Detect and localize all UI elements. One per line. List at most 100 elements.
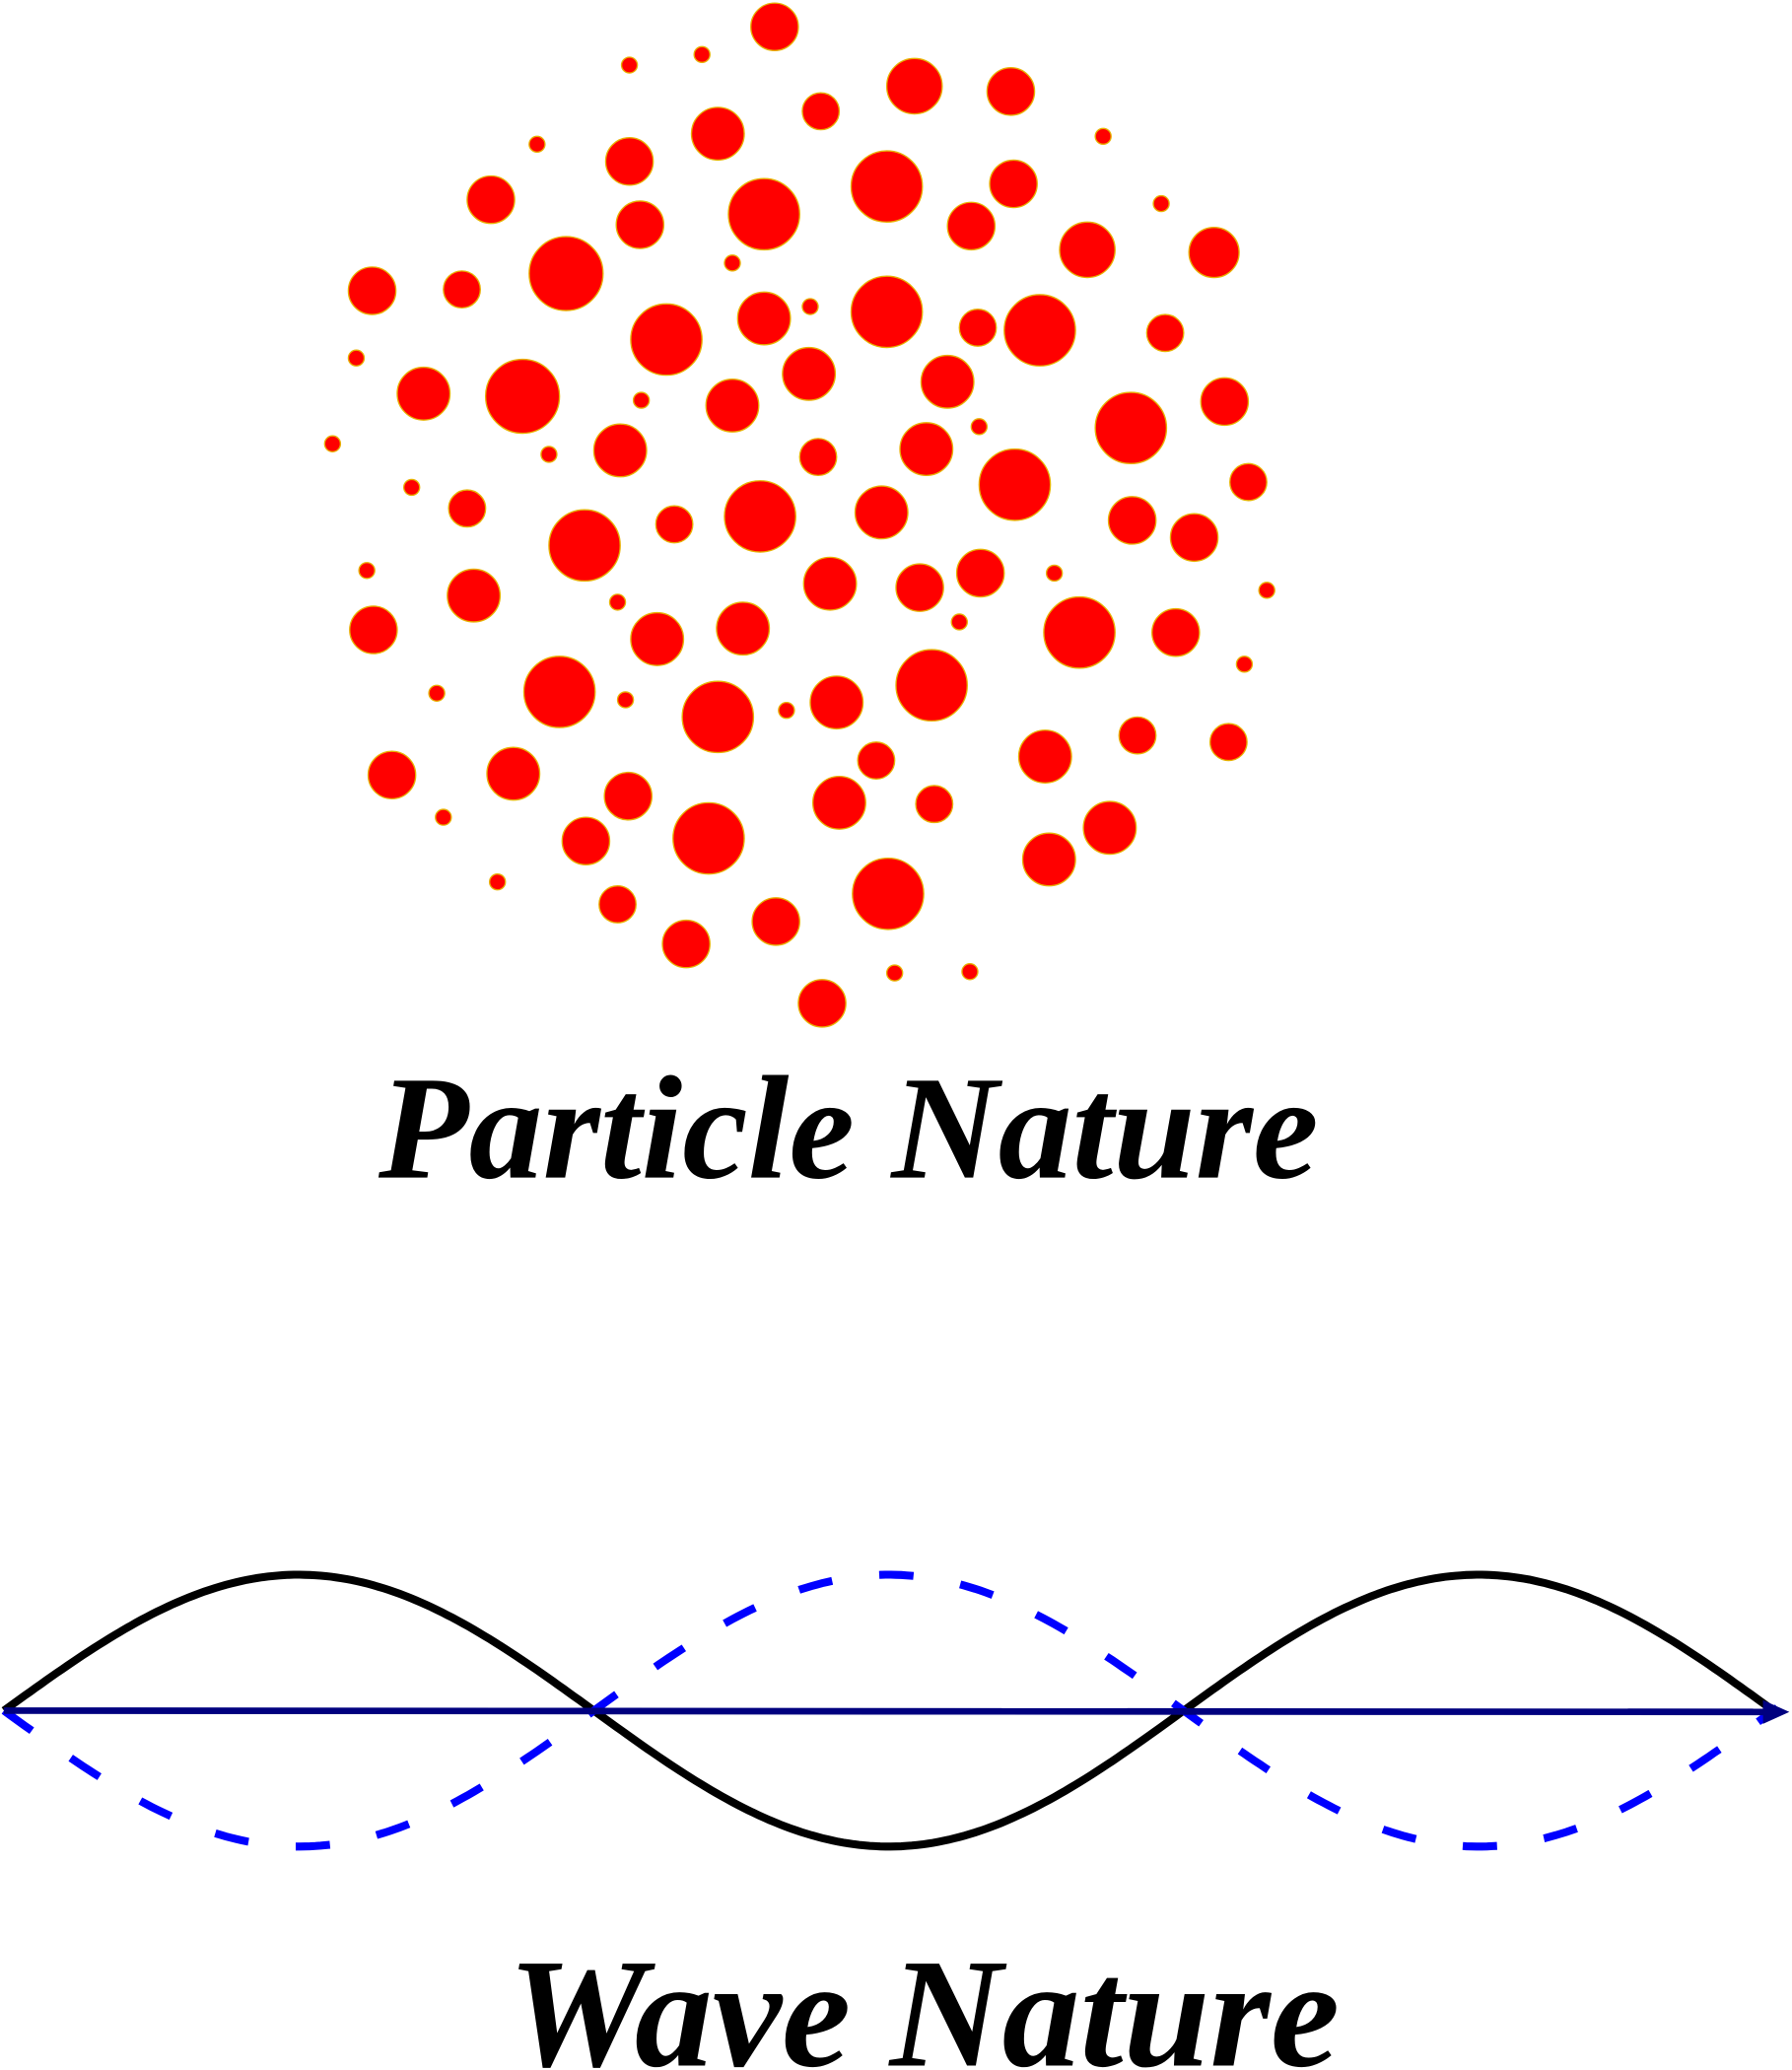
particle — [961, 963, 979, 981]
wave-label: Wave Nature — [508, 1928, 1340, 2070]
particle — [528, 236, 604, 311]
particle — [1145, 313, 1185, 353]
particle — [801, 298, 819, 315]
axis-arrow — [1762, 1699, 1790, 1724]
particle — [528, 135, 546, 154]
particle — [1151, 607, 1201, 657]
particle — [367, 750, 417, 800]
particle — [486, 746, 541, 801]
wave-dashed — [1, 1570, 1780, 1851]
particle — [1043, 595, 1116, 669]
particle — [1208, 723, 1248, 762]
particle — [604, 136, 655, 186]
particle — [1094, 127, 1112, 146]
particle — [672, 801, 745, 875]
particle — [1152, 194, 1170, 213]
wave-diagram — [1, 1570, 1790, 1851]
particle — [448, 489, 487, 528]
particle — [396, 366, 451, 421]
particle — [782, 346, 837, 401]
particle — [540, 446, 558, 463]
particle — [850, 150, 924, 224]
particle — [1017, 729, 1072, 784]
particle — [1021, 832, 1076, 887]
particle — [724, 254, 741, 272]
particle — [1118, 716, 1157, 755]
particle — [616, 691, 635, 709]
particle — [620, 56, 639, 74]
particle — [443, 270, 481, 310]
axis-line — [4, 1707, 1775, 1716]
particle — [716, 601, 771, 656]
particle — [1107, 496, 1157, 545]
particle — [946, 201, 997, 251]
particle — [727, 177, 800, 251]
particle — [955, 548, 1005, 598]
particle — [349, 605, 398, 655]
particle — [428, 684, 446, 702]
particle — [690, 106, 745, 162]
particle — [797, 979, 847, 1028]
particle — [915, 785, 954, 824]
particle — [809, 675, 864, 730]
particle — [852, 857, 925, 931]
particle — [603, 771, 654, 821]
particle — [447, 568, 502, 623]
particle-cloud — [323, 2, 1275, 1028]
particle — [801, 92, 841, 131]
particle — [592, 423, 648, 478]
particle — [1200, 377, 1250, 427]
particle — [484, 358, 561, 435]
particle — [950, 613, 968, 631]
particle — [854, 485, 909, 540]
particle — [1082, 800, 1137, 856]
particle — [402, 478, 421, 497]
particle — [778, 701, 795, 720]
particle — [598, 885, 637, 924]
particle — [899, 422, 954, 477]
particle — [1169, 513, 1219, 563]
particle — [1045, 564, 1064, 583]
particle — [630, 611, 685, 666]
particle — [1059, 221, 1116, 279]
particle — [895, 563, 944, 612]
particle — [548, 509, 621, 583]
particle — [615, 200, 665, 249]
particle — [751, 897, 800, 946]
particle — [347, 349, 366, 367]
particle — [920, 354, 975, 409]
particle — [693, 45, 711, 64]
particle — [750, 2, 799, 51]
particle — [705, 378, 760, 433]
particle — [958, 309, 998, 347]
particle — [1188, 227, 1240, 279]
particle — [632, 391, 651, 409]
particle — [1235, 656, 1254, 673]
particle — [655, 505, 694, 544]
particle — [895, 649, 968, 723]
particle — [1094, 391, 1168, 464]
particle — [681, 680, 755, 754]
particle — [1003, 294, 1076, 367]
particle — [561, 816, 611, 865]
particle — [978, 448, 1052, 521]
particle — [798, 438, 838, 477]
particle — [986, 67, 1036, 116]
particle — [630, 303, 703, 377]
particle — [522, 656, 596, 728]
particle — [850, 275, 924, 349]
particle — [489, 873, 507, 891]
particle — [1258, 582, 1275, 599]
particle — [323, 435, 342, 452]
particle — [347, 266, 397, 315]
particle — [435, 808, 452, 826]
particle-label: Particle Nature — [378, 1047, 1319, 1210]
particle — [857, 741, 896, 780]
particle — [1229, 462, 1268, 502]
particle — [970, 418, 989, 436]
particle — [724, 480, 796, 553]
particle — [358, 562, 376, 580]
particle — [466, 174, 516, 225]
